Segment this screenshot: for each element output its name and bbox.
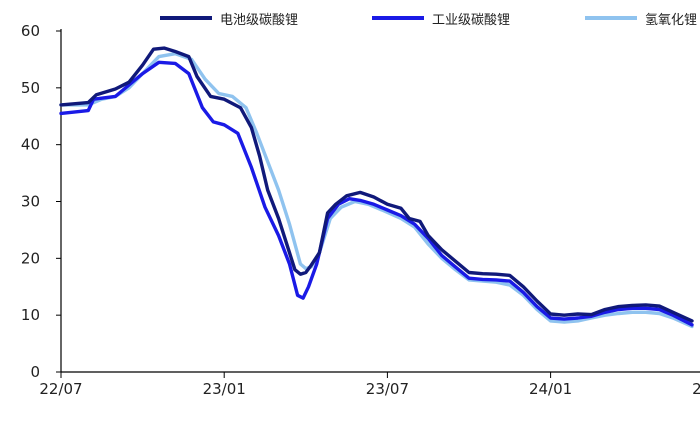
axes: 0 10 20 30 40 50 60 22/07 23/01 23/07 24/01 24/07 bbox=[21, 22, 700, 398]
y-tick-label: 10 bbox=[21, 306, 40, 324]
y-tick-label: 30 bbox=[21, 193, 40, 211]
y-tick-label: 0 bbox=[30, 363, 40, 381]
series-line-1 bbox=[59, 46, 694, 323]
legend-label: 电池级碳酸锂 bbox=[220, 13, 298, 28]
x-tick-label: 22/07 bbox=[39, 380, 82, 398]
y-tick-label: 40 bbox=[21, 136, 40, 154]
series-lines bbox=[59, 46, 694, 329]
x-tick-label: 24/01 bbox=[529, 380, 572, 398]
y-tick-label: 20 bbox=[21, 249, 40, 267]
legend: 电池级碳酸锂 工业级碳酸锂 氢氧化锂 bbox=[160, 13, 697, 28]
x-tick-label: 24/07 bbox=[692, 380, 700, 398]
legend-label: 氢氧化锂 bbox=[645, 13, 697, 28]
series-line-2 bbox=[59, 60, 694, 327]
y-tick-label: 60 bbox=[21, 22, 40, 40]
legend-label: 工业级碳酸锂 bbox=[432, 13, 510, 28]
x-tick-label: 23/01 bbox=[203, 380, 246, 398]
y-tick-label: 50 bbox=[21, 79, 40, 97]
x-tick-label: 23/07 bbox=[366, 380, 409, 398]
